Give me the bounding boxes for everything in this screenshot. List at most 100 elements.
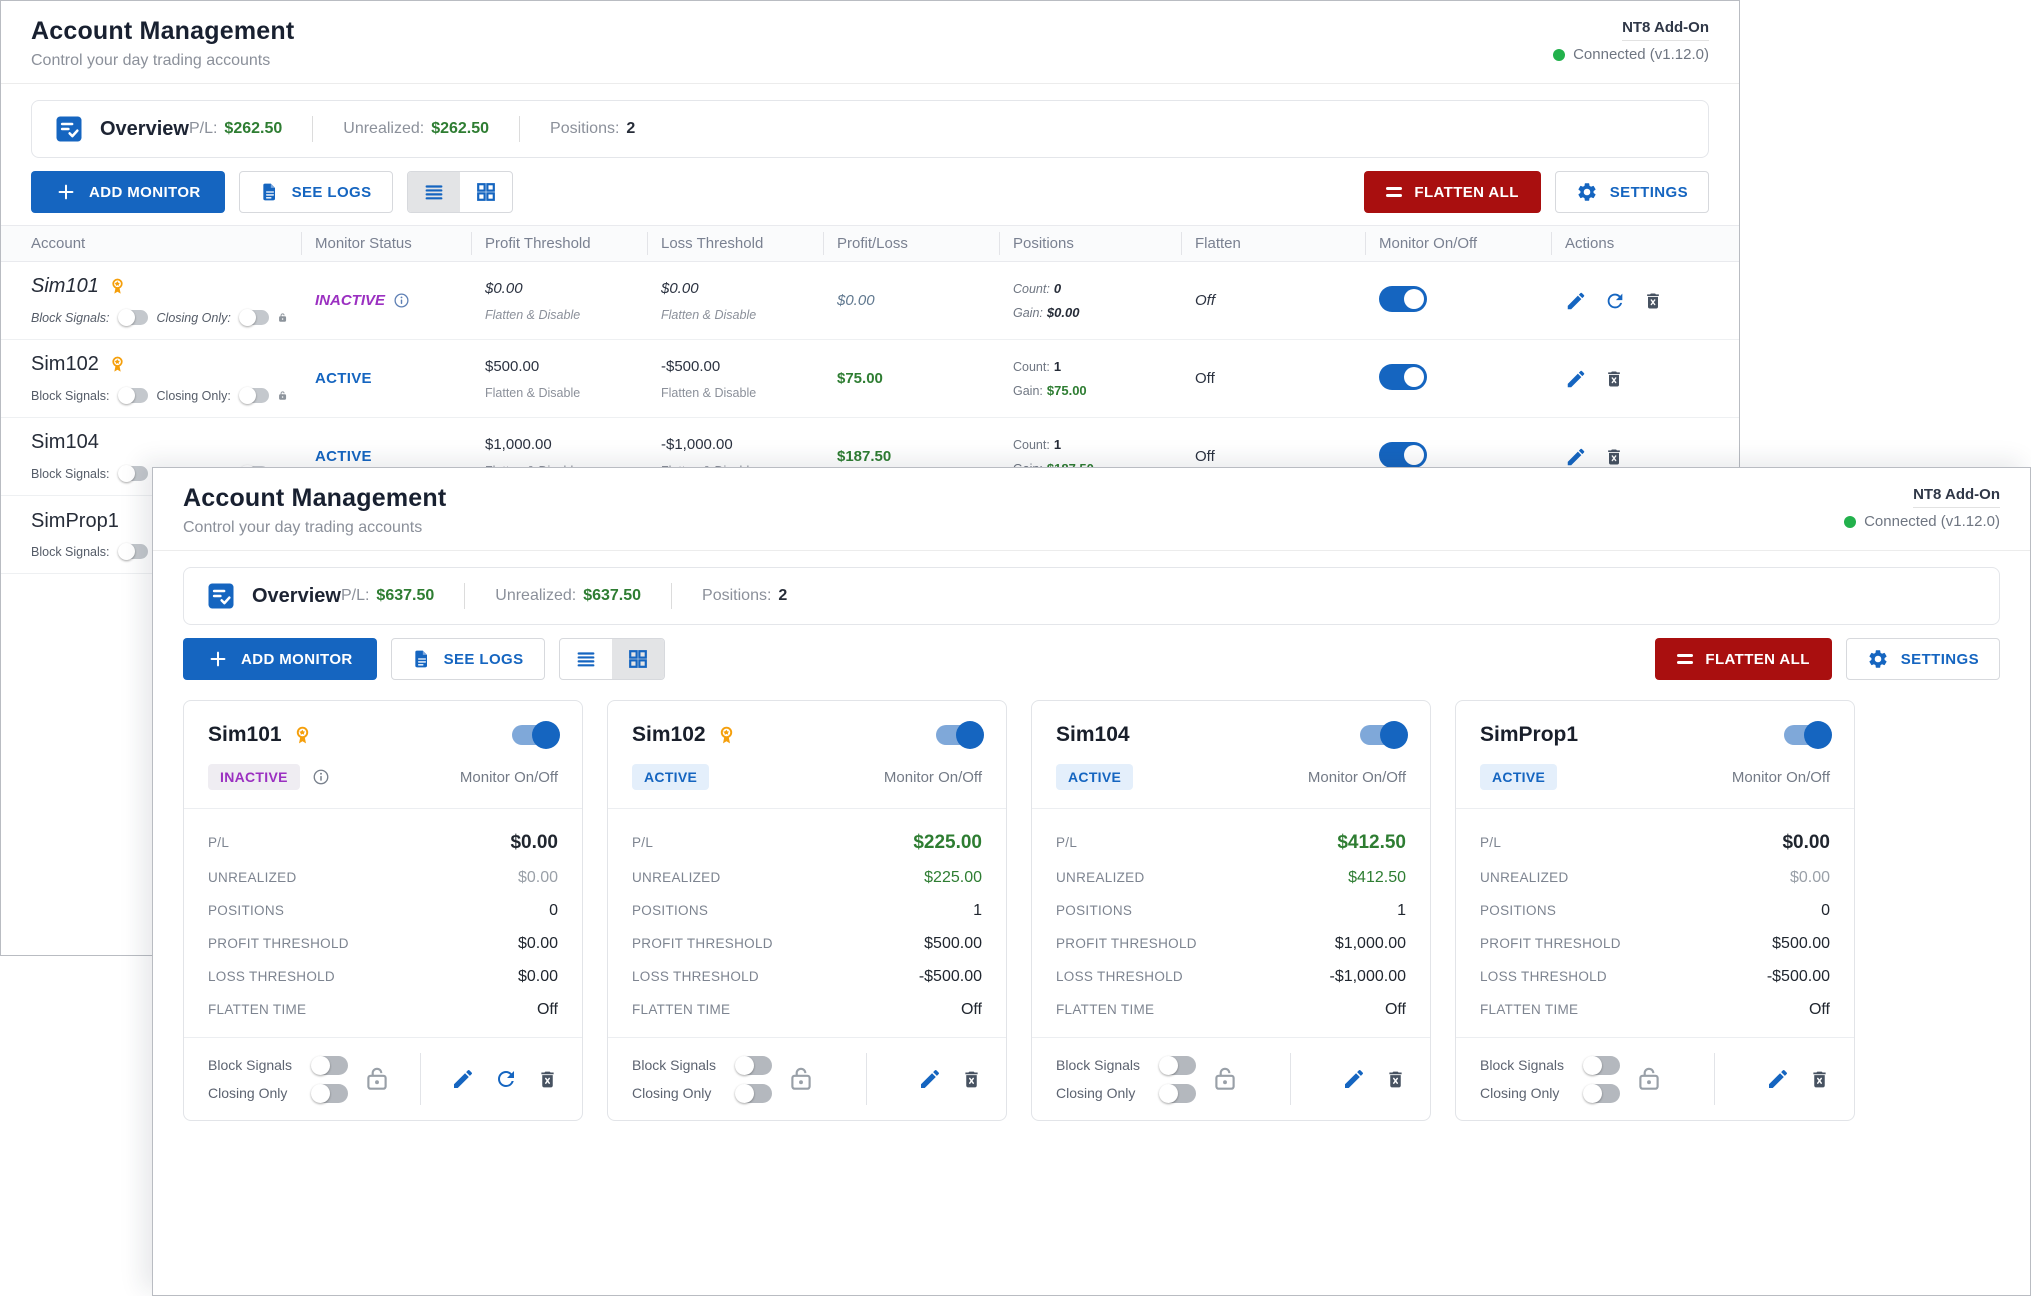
grid-view-button[interactable]: [460, 172, 512, 212]
grid-view-button[interactable]: [611, 639, 664, 679]
delete-button[interactable]: [1385, 1069, 1406, 1090]
add-monitor-button[interactable]: ADD MONITOR: [183, 638, 377, 680]
monitor-onoff-label: Monitor On/Off: [1731, 768, 1830, 786]
edit-button[interactable]: [1565, 368, 1587, 390]
block-signals-toggle[interactable]: [117, 465, 148, 482]
delete-button[interactable]: [1604, 447, 1624, 467]
closing-only-toggle[interactable]: [1159, 1083, 1196, 1103]
edit-button[interactable]: [451, 1067, 475, 1091]
closing-only-label: Closing Only: [1480, 1085, 1560, 1101]
pencil-icon: [454, 1069, 473, 1088]
stat-pl: P/L $412.50: [1056, 831, 1406, 853]
connected-dot-icon: [1553, 48, 1566, 61]
lock-icon[interactable]: [1212, 1065, 1238, 1093]
trash-icon: [1608, 449, 1620, 464]
edit-button[interactable]: [1766, 1067, 1790, 1091]
monitor-onoff-toggle[interactable]: [936, 721, 984, 749]
lock-icon[interactable]: [278, 387, 287, 404]
closing-only-toggle[interactable]: [311, 1083, 348, 1103]
overview-pl: P/L: $262.50: [188, 120, 283, 137]
delete-button[interactable]: [537, 1069, 558, 1090]
divider: [1289, 1053, 1291, 1105]
edit-button[interactable]: [1342, 1067, 1366, 1091]
addon-label: NT8 Add-On: [1622, 19, 1709, 41]
gear-icon: [1869, 650, 1887, 668]
addon-label: NT8 Add-On: [1913, 486, 2000, 508]
pencil-icon: [921, 1069, 940, 1088]
stat-loss-threshold: LOSS THRESHOLD -$1,000.00: [1056, 967, 1406, 985]
lock-icon[interactable]: [788, 1065, 814, 1093]
overview-positions: Positions: 2: [550, 120, 636, 137]
monitor-onoff-toggle[interactable]: [1784, 721, 1832, 749]
add-monitor-button[interactable]: ADD MONITOR: [31, 171, 225, 213]
monitor-onoff-toggle[interactable]: [1379, 441, 1427, 468]
monitor-onoff-toggle[interactable]: [1379, 363, 1427, 390]
reset-button[interactable]: [1604, 290, 1626, 312]
closing-only-toggle[interactable]: [735, 1083, 772, 1103]
grid-icon: [628, 650, 647, 668]
block-signals-toggle[interactable]: [1583, 1055, 1620, 1075]
account-management-window-card-view: Account Management Control your day trad…: [152, 467, 2031, 1296]
flatten-all-button[interactable]: FLATTEN ALL: [1655, 638, 1832, 680]
flatten-value: Off: [1195, 292, 1216, 309]
delete-button[interactable]: [1809, 1069, 1830, 1090]
page-title: Account Management: [183, 484, 447, 512]
info-icon[interactable]: [393, 292, 410, 309]
lock-icon[interactable]: [1636, 1065, 1662, 1093]
connection-status: Connected (v1.12.0): [1864, 513, 2000, 530]
lock-icon[interactable]: [364, 1065, 390, 1093]
lock-icon[interactable]: [278, 309, 287, 326]
closing-only-toggle[interactable]: [1583, 1083, 1620, 1103]
positions-count: Count: 0: [1013, 281, 1062, 296]
info-icon[interactable]: [312, 768, 330, 786]
delete-button[interactable]: [1643, 291, 1663, 311]
block-signals-toggle[interactable]: [311, 1055, 348, 1075]
settings-button[interactable]: SETTINGS: [1845, 638, 2000, 680]
profit-loss-value: $187.50: [837, 448, 892, 465]
account-name: Sim101: [208, 723, 313, 747]
stat-profit-threshold: PROFIT THRESHOLD $500.00: [632, 934, 982, 952]
block-signals-toggle[interactable]: [117, 309, 148, 326]
closing-only-toggle[interactable]: [238, 387, 269, 404]
connection-status: Connected (v1.12.0): [1573, 46, 1709, 63]
closing-only-toggle[interactable]: [238, 309, 269, 326]
block-signals-toggle[interactable]: [1159, 1055, 1196, 1075]
overview-icon: [208, 583, 234, 609]
account-name: Sim104: [1056, 723, 1130, 746]
delete-button[interactable]: [1604, 369, 1624, 389]
overview-icon: [56, 116, 82, 142]
account-cards: Sim101 INACTIVE Monitor On/Off P/L $0.00 …: [183, 700, 2000, 1121]
refresh-icon: [1607, 293, 1623, 308]
positions-count: Count: 1: [1013, 359, 1062, 374]
monitor-onoff-toggle[interactable]: [1360, 721, 1408, 749]
list-view-button[interactable]: [560, 639, 612, 679]
settings-button[interactable]: SETTINGS: [1554, 171, 1709, 213]
overview-title: Overview: [252, 584, 341, 607]
overview-pl-value: $262.50: [224, 120, 283, 137]
flatten-value: Off: [1195, 370, 1215, 387]
block-signals-label: Block Signals: [632, 1057, 717, 1073]
monitor-onoff-toggle[interactable]: [1379, 285, 1427, 312]
block-signals-toggle[interactable]: [735, 1055, 772, 1075]
edit-button[interactable]: [1565, 290, 1587, 312]
closing-only-label: Closing Only: [1056, 1085, 1136, 1101]
block-signals-toggle[interactable]: [117, 543, 148, 560]
edit-button[interactable]: [918, 1067, 942, 1091]
block-signals-toggle[interactable]: [117, 387, 148, 404]
column-header-loss-threshold: Loss Threshold: [647, 226, 823, 261]
monitor-onoff-toggle[interactable]: [512, 721, 560, 749]
edit-button[interactable]: [1565, 446, 1587, 468]
see-logs-button[interactable]: SEE LOGS: [238, 171, 393, 213]
stat-unrealized: UNREALIZED $225.00: [632, 868, 982, 886]
delete-button[interactable]: [961, 1069, 982, 1090]
reset-button[interactable]: [494, 1067, 518, 1091]
profit-threshold-value: $1,000.00: [485, 435, 552, 453]
see-logs-button[interactable]: SEE LOGS: [390, 638, 545, 680]
list-view-button[interactable]: [407, 172, 460, 212]
table-header: Account Monitor Status Profit Threshold …: [1, 225, 1739, 262]
flatten-all-button[interactable]: FLATTEN ALL: [1364, 171, 1541, 213]
stat-pl: P/L $225.00: [632, 831, 982, 853]
stat-profit-threshold: PROFIT THRESHOLD $500.00: [1480, 934, 1830, 952]
stat-loss-threshold: LOSS THRESHOLD -$500.00: [632, 967, 982, 985]
overview-unrealized: Unrealized: $262.50: [343, 120, 490, 137]
